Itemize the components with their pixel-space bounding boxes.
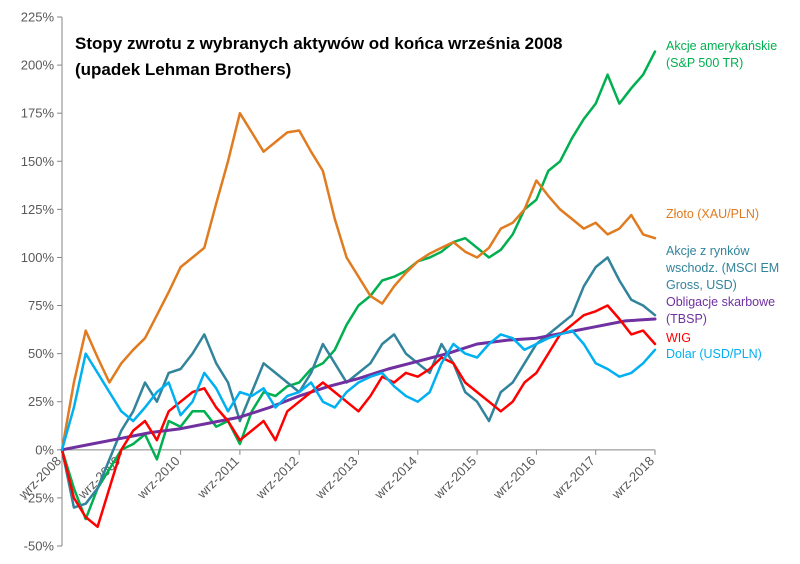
chart-title: Stopy zwrotu z wybranych aktywów od końc…: [75, 34, 567, 79]
series-line: [60, 256, 657, 509]
series-line: [60, 329, 657, 452]
chart-title-line-2: (upadek Lehman Brothers): [75, 60, 291, 79]
series-label: Akcje amerykańskie (S&P 500 TR): [666, 39, 777, 70]
series-label-line: (TBSP): [666, 312, 707, 326]
y-tick-label: 50%: [28, 346, 54, 361]
y-tick-label: 125%: [21, 202, 55, 217]
series-label-line: Gross, USD): [666, 278, 737, 292]
series-label-line: Akcje z rynków: [666, 244, 750, 258]
y-tick-label: 100%: [21, 250, 55, 265]
series-label-line: Dolar (USD/PLN): [666, 347, 762, 361]
y-tick-label: 150%: [21, 154, 55, 169]
series-label: Obligacje skarbowe (TBSP): [666, 295, 775, 326]
series-line: [60, 50, 657, 521]
y-tick-label: 75%: [28, 298, 54, 313]
series-line: [60, 304, 657, 529]
series-label: Akcje z rynków wschodz. (MSCI EM Gross, US…: [665, 244, 779, 292]
series-label-line: Obligacje skarbowe: [666, 295, 775, 309]
y-tick-label: 0%: [35, 442, 54, 457]
y-tick-label: 175%: [21, 106, 55, 121]
chart-title-line-1: Stopy zwrotu z wybranych aktywów od końc…: [75, 34, 562, 53]
series-lines: [60, 50, 657, 529]
y-tick-label: 200%: [21, 58, 55, 73]
series-label: WIG: [666, 331, 691, 345]
series-label-line: Akcje amerykańskie: [666, 39, 777, 53]
series-label: Złoto (XAU/PLN): [666, 207, 759, 221]
series-labels: Akcje amerykańskie (S&P 500 TR) Złoto (XAU…: [665, 39, 779, 361]
y-tick-label: -25%: [24, 490, 55, 505]
series-label-line: WIG: [666, 331, 691, 345]
y-tick-label: 25%: [28, 394, 54, 409]
y-tick-label: 225%: [21, 10, 55, 25]
series-label-line: Złoto (XAU/PLN): [666, 207, 759, 221]
series-line: [60, 111, 657, 452]
series-label-line: wschodz. (MSCI EM: [665, 261, 779, 275]
series-label: Dolar (USD/PLN): [666, 347, 762, 361]
series-label-line: (S&P 500 TR): [666, 56, 743, 70]
y-axis: -50% -25% 0% 25% 50% 75% 100% 125% 150% 175% 200% 2…: [21, 10, 63, 554]
y-tick-label: -50%: [24, 539, 55, 554]
